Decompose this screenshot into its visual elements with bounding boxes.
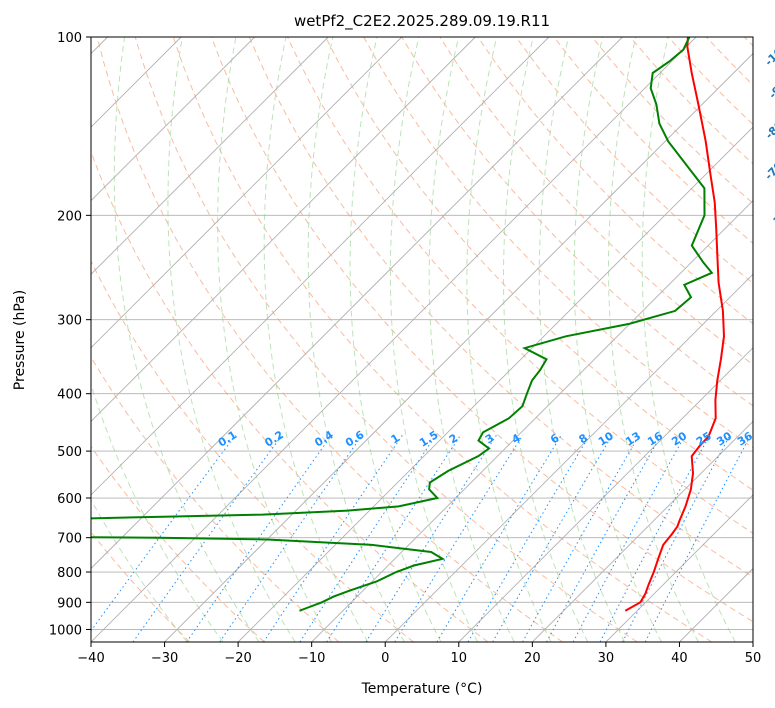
isotherm-line (164, 52, 753, 642)
y-tick-label: 500 (57, 445, 82, 460)
isotherm-line (605, 494, 753, 642)
y-tick-label: 900 (57, 596, 82, 611)
y-tick-label: 1000 (49, 623, 82, 638)
dry-adiabat-line (325, 37, 753, 491)
dry-adiabat-line (172, 37, 713, 642)
x-tick-label: 10 (451, 651, 468, 666)
x-tick-label: −40 (77, 651, 104, 666)
mixing-ratio-line (572, 434, 686, 642)
plot-frame (90, 36, 754, 643)
moist-adiabat-line (389, 37, 479, 642)
moist-adiabat-line (217, 37, 332, 642)
moist-adiabat-line (608, 37, 699, 642)
mixing-ratio-line (546, 434, 662, 642)
axis-ticks: −40 −30 −20 −10 0 10 20 30 40 50 100 200 300 400 500 60… (49, 31, 761, 666)
x-tick-label: 20 (524, 651, 541, 666)
x-tick-label: 50 (745, 651, 762, 666)
isotherm-line (311, 200, 753, 642)
isotherm-line (91, 37, 403, 349)
y-axis-title: Pressure (hPa) (12, 290, 28, 390)
dry-adiabat-line (91, 259, 414, 642)
moist-adiabat-line (573, 37, 662, 642)
mixing-ratio-line (186, 434, 332, 642)
y-tick-label: 800 (57, 566, 82, 581)
chart-title: wetPf2_C2E2.2025.289.09.19.R11 (294, 12, 550, 31)
moist-adiabat-line (466, 37, 552, 642)
x-axis-title: Temperature (°C) (361, 681, 483, 697)
moist-adiabat-line (91, 382, 224, 642)
dry-adiabat-line (210, 37, 753, 623)
mixing-ratio-line (436, 434, 562, 642)
isotherm-line (91, 37, 550, 496)
isotherm-line (458, 347, 753, 642)
y-tick-label: 200 (57, 209, 82, 224)
x-tick-label: 30 (598, 651, 615, 666)
y-tick-label: 700 (57, 532, 82, 547)
profile-lines (91, 37, 726, 612)
x-tick-label: −10 (298, 651, 325, 666)
moist-adiabat-line (428, 37, 515, 642)
temperature-profile-line (624, 37, 726, 612)
moist-adiabat-line (538, 37, 626, 642)
dry-adiabat-line (96, 37, 563, 642)
isotherm-line (91, 37, 476, 422)
x-tick-label: −20 (224, 651, 251, 666)
isotherm-line (384, 273, 753, 642)
mixing-ratio-line (599, 434, 711, 642)
moist-adiabat-line (167, 37, 296, 642)
isotherm-line (91, 37, 697, 642)
background-lines (91, 37, 753, 642)
mixing-ratio-line (492, 434, 613, 642)
dry-adiabat-line (287, 37, 753, 534)
mixing-ratio-line (622, 434, 731, 642)
mixing-ratio-line (644, 434, 752, 642)
dry-adiabat-line (91, 445, 265, 642)
y-tick-label: 400 (57, 388, 82, 403)
dry-adiabat-line (248, 37, 753, 578)
isotherm-line (91, 37, 255, 202)
mixing-ratio-line (522, 434, 640, 642)
y-tick-label: 100 (57, 31, 82, 46)
dry-adiabat-line (515, 37, 753, 284)
moist-adiabat-line (113, 37, 260, 642)
x-tick-label: 40 (671, 651, 688, 666)
isotherm-line (237, 126, 753, 642)
dry-adiabat-line (134, 37, 638, 642)
x-tick-label: −30 (151, 651, 178, 666)
mixing-ratio-line (263, 434, 403, 642)
y-tick-label: 300 (57, 314, 82, 329)
dry-adiabat-label: -90 (766, 78, 775, 101)
dry-adiabat-label: 0 (774, 466, 775, 481)
isotherm-line (532, 420, 753, 642)
dewpoint-profile-line (91, 37, 714, 612)
x-tick-label: 0 (381, 651, 389, 666)
isotherm-line (91, 37, 329, 275)
dry-adiabat-label: -60 (768, 201, 775, 224)
y-tick-label: 600 (57, 492, 82, 507)
moist-adiabat-line (91, 498, 188, 642)
mixing-ratio-line (299, 434, 437, 642)
moist-adiabat-line (349, 37, 442, 642)
isotherm-line (91, 37, 623, 570)
